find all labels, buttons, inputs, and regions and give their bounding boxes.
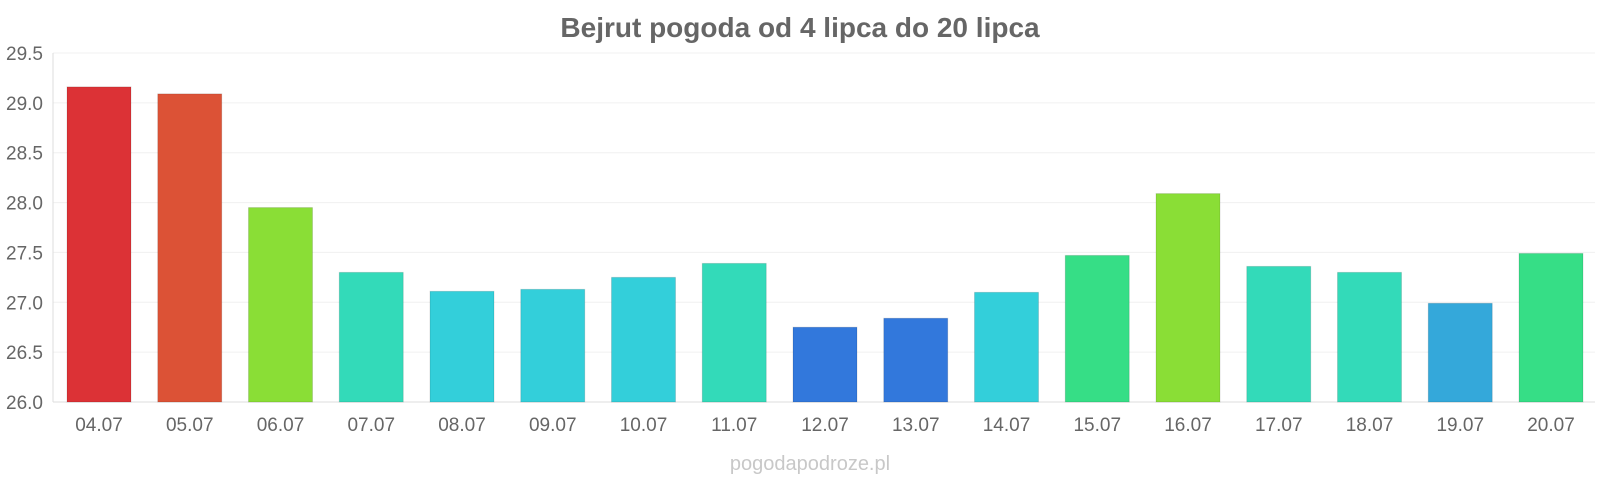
bar-04-07 [66,86,132,403]
x-tick-label: 12.07 [801,415,849,436]
x-tick-label: 09.07 [529,415,577,436]
y-tick-label: 28.0 [6,194,43,215]
y-tick-label: 27.0 [6,293,43,314]
bars [66,86,1584,403]
bar-12-07 [792,326,858,403]
y-tick-label: 27.5 [6,243,43,264]
bar-11-07 [701,262,767,403]
bar-14-07 [974,291,1039,403]
x-tick-label: 19.07 [1436,415,1484,436]
bar-20-07 [1518,252,1584,403]
x-tick-label: 08.07 [438,415,486,436]
x-tick-label: 17.07 [1255,415,1303,436]
bar-13-07 [883,317,949,403]
bar-17-07 [1246,265,1312,403]
x-tick-label: 11.07 [711,415,757,436]
x-tick-label: 14.07 [983,415,1031,436]
watermark: pogodapodroze.pl [730,453,890,475]
x-tick-label: 13.07 [892,415,940,436]
x-tick-label: 18.07 [1346,415,1394,436]
y-axis-ticks: 26.0 26.5 27.0 27.5 28.0 28.5 29.0 29.5 [6,44,43,414]
y-tick-label: 26.0 [6,393,43,414]
bar-19-07 [1427,302,1493,403]
x-tick-label: 10.07 [620,415,668,436]
x-tick-label: 07.07 [347,415,395,436]
bar-08-07 [429,290,495,403]
bar-06-07 [248,207,313,403]
x-axis-ticks: 04.07 05.07 06.07 07.07 08.07 09.07 10.07 11.07… [75,415,1575,436]
bar-09-07 [520,288,586,403]
bar-10-07 [611,276,676,403]
bar-16-07 [1155,193,1221,403]
y-tick-label: 29.0 [6,94,43,115]
x-tick-label: 05.07 [166,415,214,436]
x-tick-label: 16.07 [1164,415,1212,436]
x-tick-label: 04.07 [75,415,123,436]
x-tick-label: 06.07 [257,415,305,436]
bar-15-07 [1064,254,1130,403]
bar-05-07 [157,93,223,403]
x-tick-label: 20.07 [1527,415,1575,436]
y-tick-label: 29.5 [6,44,43,65]
x-tick-label: 15.07 [1073,415,1121,436]
chart-title: Bejrut pogoda od 4 lipca do 20 lipca [560,12,1040,43]
y-tick-label: 26.5 [6,343,43,364]
bar-18-07 [1337,271,1402,403]
y-tick-label: 28.5 [6,144,43,165]
bar-07-07 [338,271,404,403]
